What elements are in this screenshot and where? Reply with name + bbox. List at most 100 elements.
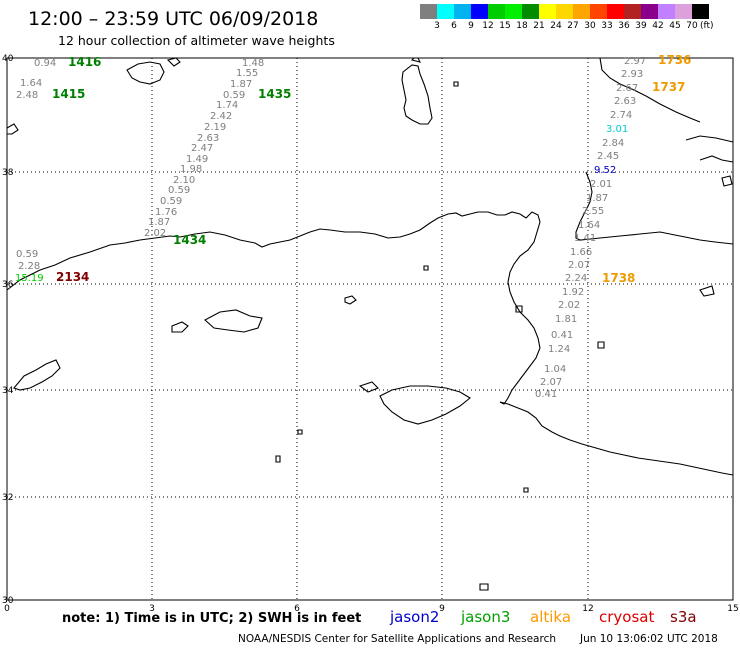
legend-label: 3	[434, 21, 440, 31]
island-dot-9	[721, 175, 733, 187]
x-tick-label: 0	[4, 604, 10, 614]
swh-value-label: 1.87	[586, 193, 608, 204]
island-dot-3	[523, 487, 529, 493]
legend-sat-jason3: jason3	[461, 608, 511, 626]
map-frame	[6, 57, 734, 601]
swh-value-label: 2.07	[540, 377, 562, 388]
legend-sat-s3a: s3a	[670, 608, 697, 626]
swh-value-label: 1.41	[574, 233, 596, 244]
swh-value-label: 2.24	[565, 273, 587, 284]
island-west-2	[171, 321, 189, 333]
island-dot-5	[597, 341, 605, 349]
swh-value-label: 1.92	[562, 287, 584, 298]
legend-label: 30	[584, 21, 596, 31]
pass-time-label: 1416	[68, 55, 101, 69]
swh-value-label: 2.19	[204, 122, 226, 133]
swh-value-label: 2.93	[621, 69, 643, 80]
swh-value-label: 2.47	[191, 143, 213, 154]
coastlines	[6, 57, 734, 591]
legend-label: 9	[468, 21, 474, 31]
swh-value-label: 2.84	[602, 138, 624, 149]
y-tick-label: 38	[2, 168, 14, 178]
legend-label: 33	[601, 21, 613, 31]
coastline-north-africa	[6, 211, 541, 405]
swh-value-label: 2.63	[614, 96, 636, 107]
swh-value-label: 0.59	[168, 185, 190, 196]
island-small-1	[423, 265, 429, 271]
legend-label: 70	[686, 21, 698, 31]
swh-value-label: 2.55	[582, 206, 604, 217]
swh-value-label: 1.64	[20, 78, 42, 89]
legend-swatch	[607, 4, 624, 19]
color-legend: 3 6 9 12 15 18 21 24 27 30 33 36 39 42 45 70 (ft)	[420, 4, 730, 34]
y-tick-label: 34	[2, 386, 14, 396]
island-mallorca	[126, 61, 165, 85]
island-dot-6	[699, 285, 715, 297]
footer-note: note: 1) Time is in UTC; 2) SWH is in fe…	[62, 611, 362, 626]
legend-label: 42	[652, 21, 664, 31]
footer-credit: NOAA/NESDIS Center for Satellite Applica…	[238, 633, 556, 645]
swh-value-label: 1.48	[242, 58, 264, 69]
swh-value-label: 2.74	[610, 110, 632, 121]
swh-value-label: 0.59	[16, 249, 38, 260]
swh-value-label: 2.02	[144, 228, 166, 239]
swh-value-label: 9.52	[594, 165, 616, 176]
legend-swatches	[420, 4, 730, 19]
footer-timestamp: Jun 10 13:06:02 UTC 2018	[580, 633, 718, 645]
legend-swatch	[454, 4, 471, 19]
island-sicily	[685, 135, 734, 143]
island-menorca	[166, 57, 181, 67]
x-tick-label: 3	[149, 604, 155, 614]
legend-label: 39	[635, 21, 647, 31]
island-south-central	[379, 385, 471, 425]
legend-swatch	[692, 4, 709, 19]
legend-label: 27	[567, 21, 579, 31]
legend-swatch	[658, 4, 675, 19]
page-subtitle: 12 hour collection of altimeter wave hei…	[58, 33, 335, 48]
x-tick-label: 9	[439, 604, 445, 614]
swh-value-label: 2.02	[558, 300, 580, 311]
swh-value-label: 15.19	[15, 273, 44, 284]
coastline-tunisia-east	[575, 171, 734, 245]
island-west-3	[204, 309, 263, 333]
y-tick-label: 32	[2, 493, 13, 503]
swh-value-label: 1.98	[180, 164, 202, 175]
swh-value-label: 1.04	[544, 364, 566, 375]
swh-value-label: 0.94	[34, 58, 56, 69]
pass-time-label: 1435	[258, 87, 291, 101]
swh-value-label: 1.81	[555, 314, 577, 325]
swh-value-label: 2.67	[616, 83, 638, 94]
swh-value-label: 2.10	[173, 175, 195, 186]
swh-value-label: 0.59	[160, 196, 182, 207]
swh-value-label: 2.42	[210, 111, 232, 122]
island-corsica	[410, 57, 422, 63]
swh-value-label: 1.76	[155, 207, 177, 218]
island-sicily-west	[699, 155, 734, 163]
swh-value-label: 1.55	[236, 68, 258, 79]
legend-swatch	[675, 4, 692, 19]
swh-value-label: 0.41	[535, 389, 557, 400]
swh-value-label: 1.64	[578, 220, 600, 231]
legend-label: 21	[533, 21, 545, 31]
island-west-1	[13, 359, 61, 391]
grid-lines	[7, 58, 733, 600]
island-dot-2	[275, 455, 281, 463]
swh-value-label: 0.59	[223, 90, 245, 101]
legend-sat-altika: altika	[530, 608, 572, 626]
swh-value-label: 2.07	[568, 260, 590, 271]
legend-swatch	[539, 4, 556, 19]
swh-value-label: 2.97	[624, 56, 646, 67]
island-dot-8	[453, 81, 459, 87]
swh-value-label: 0.41	[551, 330, 573, 341]
island-dot-4	[479, 583, 489, 591]
legend-sat-cryosat: cryosat	[599, 608, 655, 626]
pass-time-label: 1737	[652, 80, 685, 94]
legend-unit: (ft)	[700, 21, 714, 31]
legend-swatch	[488, 4, 505, 19]
x-tick-label: 12	[582, 604, 593, 614]
legend-label: 15	[499, 21, 511, 31]
swh-value-label: 2.28	[18, 261, 40, 272]
legend-swatch	[420, 4, 437, 19]
